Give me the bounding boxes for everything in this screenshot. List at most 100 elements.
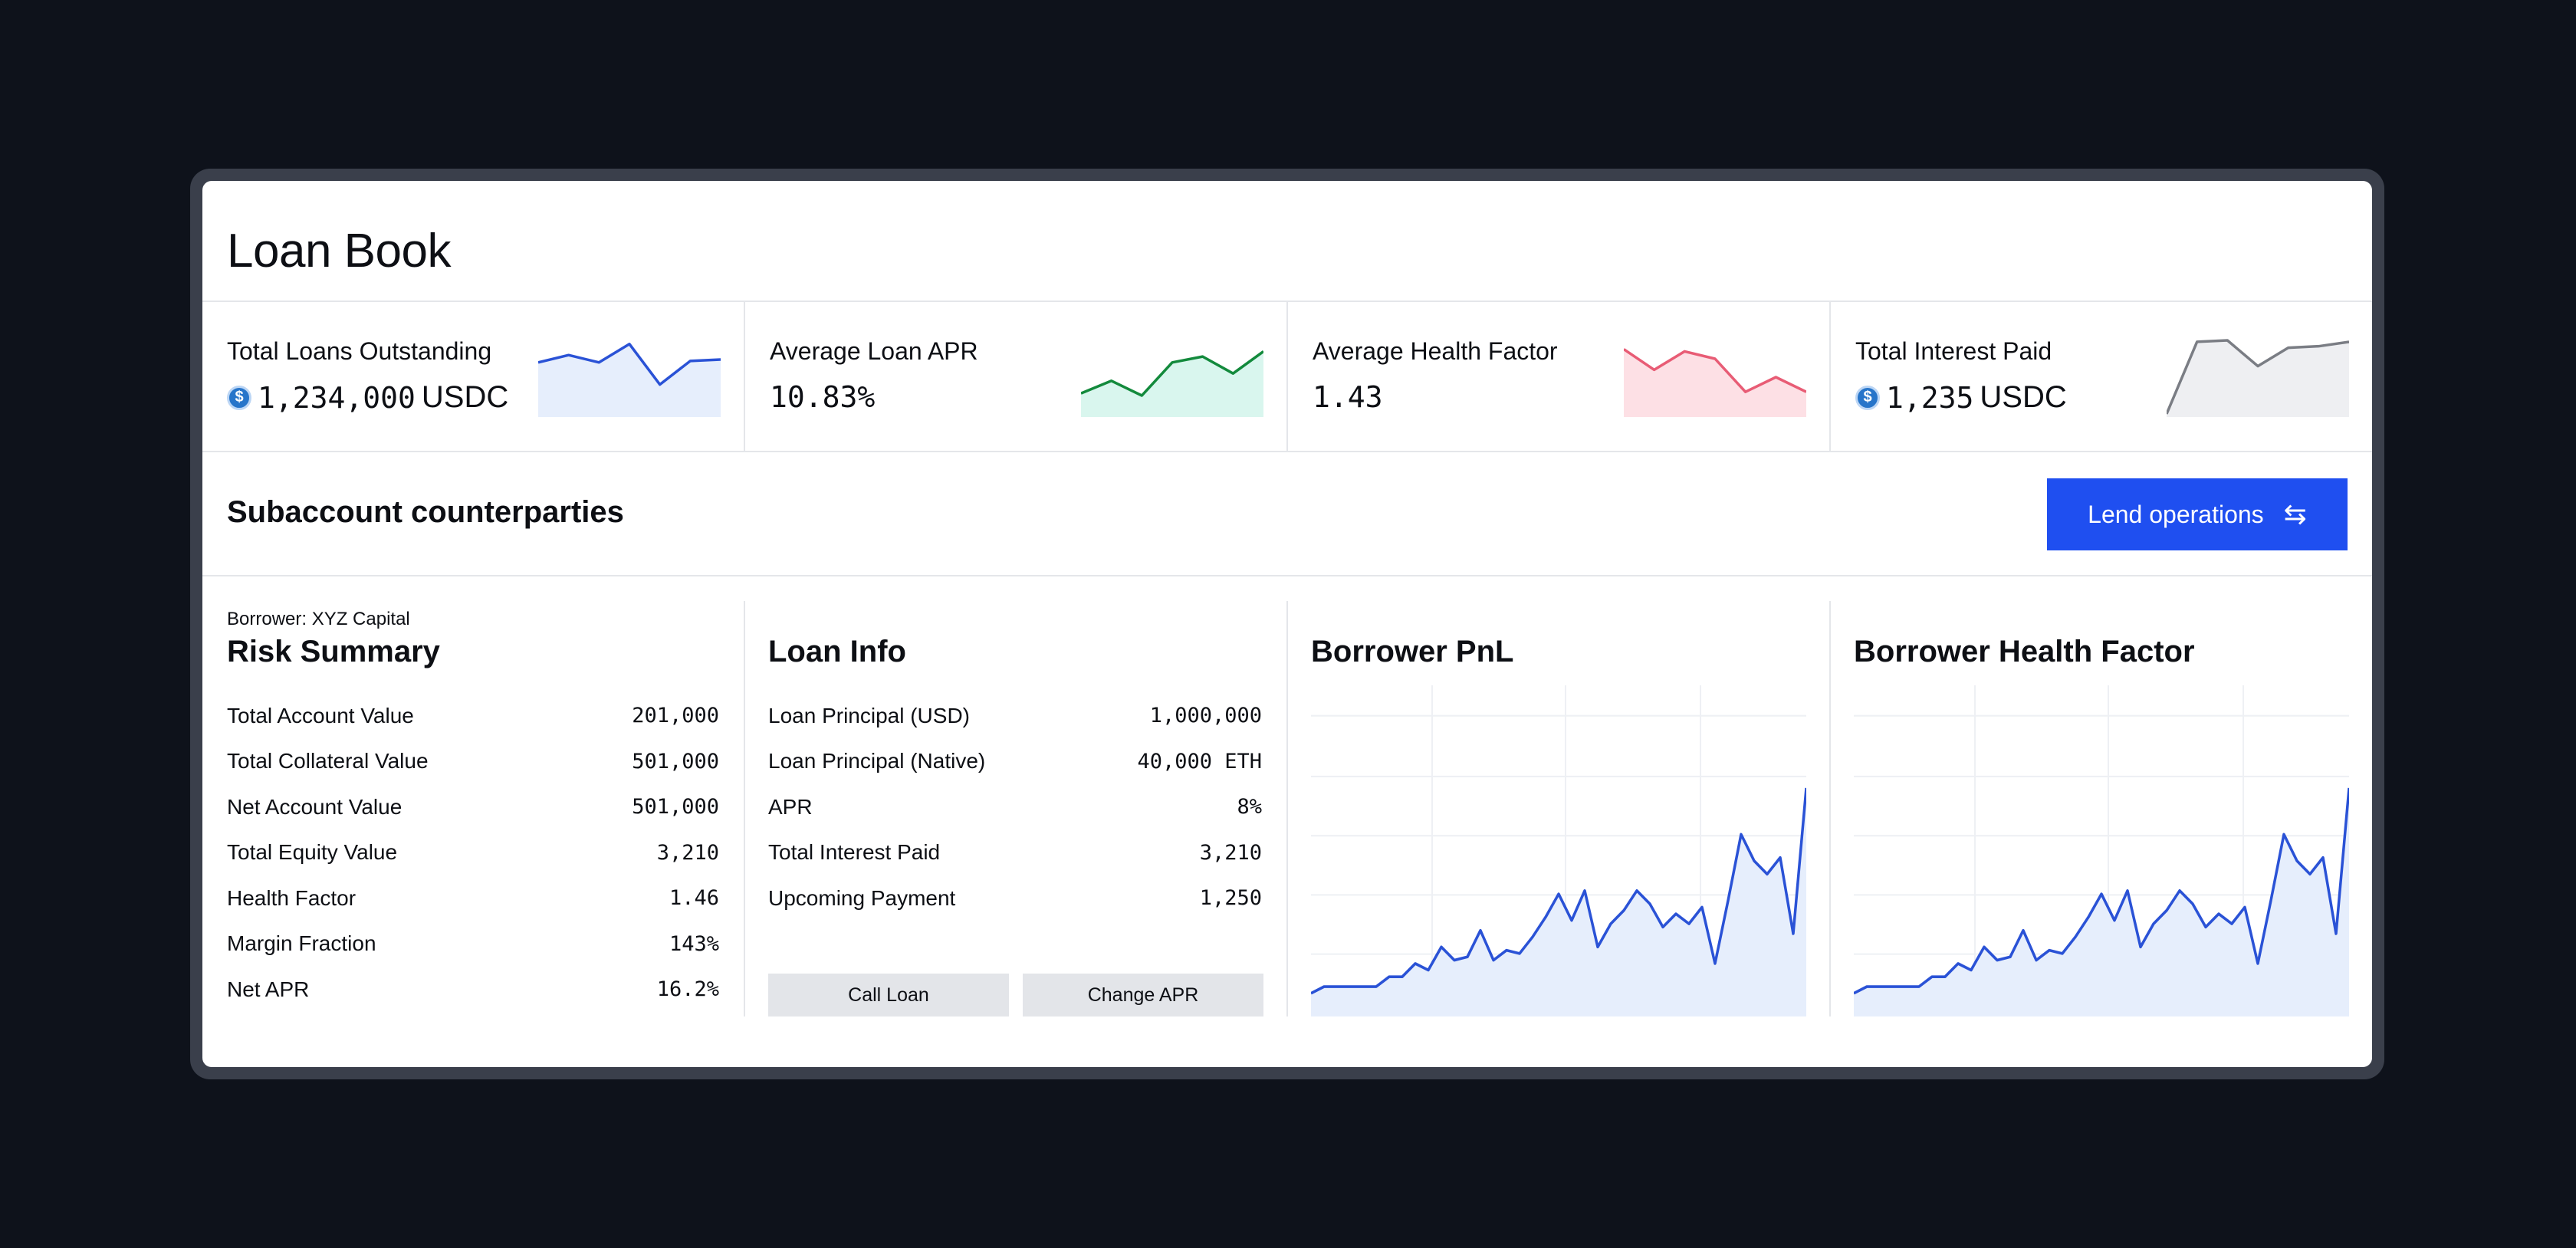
health-factor-area-chart [1854,685,2349,1016]
stat-label: Average Health Factor [1313,337,1558,365]
row-label: Loan Principal (USD) [768,703,970,727]
borrower-health-factor-panel: Borrower Health Factor [1831,601,2372,1016]
stat-number: 1,234,000 [258,380,416,415]
area-fill [1311,787,1806,1016]
stat-card: Total Interest Paid $ 1,235 USDC [1831,302,2372,452]
row-label: Total Collateral Value [227,749,429,773]
chart-title: Borrower PnL [1311,635,1514,668]
divider [202,451,2372,452]
usdc-coin-icon: $ [1855,385,1880,410]
loan-info-panel: Loan Info Loan Principal (USD) 1,000,000 L… [745,601,1288,1016]
divider [202,575,2372,576]
sparkline-area [538,343,721,417]
row-label: Health Factor [227,885,356,910]
loan-rows: Loan Principal (USD) 1,000,000 Loan Princi… [768,693,1262,921]
info-row: Upcoming Payment 1,250 [768,875,1262,921]
row-value: 8% [1237,795,1262,819]
section-title: Subaccount counterparties [227,495,624,529]
info-row: Health Factor 1.46 [227,875,719,921]
stat-card: Average Health Factor 1.43 [1288,302,1831,452]
row-value: 501,000 [632,749,719,773]
stat-label: Total Loans Outstanding [227,337,492,365]
stat-value: $ 1,234,000 USDC [227,380,508,415]
stats-row: Total Loans Outstanding $ 1,234,000 USDC… [202,302,2372,452]
borrower-health-factor-chart [1854,685,2349,1016]
sparkline-line [1624,348,1806,393]
swap-arrows-icon: ⇆ [2283,498,2307,530]
lend-operations-label: Lend operations [2088,500,2264,528]
info-row: Total Equity Value 3,210 [227,830,719,876]
stat-value: 10.83% [770,380,875,414]
sparkline-chart [1624,348,1806,417]
stat-unit: USDC [421,380,509,414]
row-label: Total Interest Paid [768,840,941,865]
stat-card: Average Loan APR 10.83% [745,302,1288,452]
sparkline-area [1624,349,1806,417]
row-label: Margin Fraction [227,931,376,956]
borrower-pnl-chart [1311,685,1806,1016]
stat-number: 1,235 [1886,380,1974,415]
row-value: 143% [669,931,719,956]
stat-value: 1.43 [1313,380,1383,414]
sparkline-chart [538,343,721,417]
change-apr-button[interactable]: Change APR [1023,974,1263,1016]
info-row: Total Interest Paid 3,210 [768,830,1262,876]
lend-operations-button[interactable]: Lend operations ⇆ [2047,478,2348,550]
info-row: Margin Fraction 143% [227,921,719,967]
row-label: Net Account Value [227,794,402,819]
stat-label: Average Loan APR [770,337,978,365]
stat-value: $ 1,235 USDC [1855,380,2067,415]
info-row: Loan Principal (USD) 1,000,000 [768,693,1262,739]
area-line [1854,787,2349,995]
borrower-pnl-panel: Borrower PnL [1288,601,1831,1016]
row-label: Total Account Value [227,703,414,727]
panel-title: Loan Info [768,635,906,668]
sparkline-area [2167,340,2349,417]
sparkline-area [1081,351,1263,417]
panel-title: Risk Summary [227,635,440,668]
usdc-coin-icon: $ [227,385,251,410]
chart-title: Borrower Health Factor [1854,635,2195,668]
call-loan-button[interactable]: Call Loan [768,974,1009,1016]
row-value: 1.46 [669,886,719,911]
risk-rows: Total Account Value 201,000 Total Collater… [227,693,719,1013]
row-value: 1,250 [1199,886,1262,911]
row-value: 40,000 ETH [1137,749,1262,773]
row-value: 201,000 [632,704,719,728]
row-value: 3,210 [656,840,719,865]
stat-unit: USDC [1980,380,2067,414]
row-label: Total Equity Value [227,840,398,865]
info-row: APR 8% [768,784,1262,830]
area-fill [1854,787,2349,1016]
info-row: Total Collateral Value 501,000 [227,739,719,785]
stat-card: Total Loans Outstanding $ 1,234,000 USDC [202,302,745,452]
divider [202,301,2372,302]
dashboard-frame: Loan Book Total Loans Outstanding $ 1,23… [190,169,2384,1079]
stat-number: 10.83% [770,380,876,414]
sparkline-line [538,343,721,386]
row-value: 1,000,000 [1149,704,1262,728]
info-row: Loan Principal (Native) 40,000 ETH [768,739,1262,785]
row-label: Loan Principal (Native) [768,749,986,773]
info-row: Net APR 16.2% [227,967,719,1013]
row-label: Net APR [227,977,310,1001]
sparkline-chart [1081,350,1263,417]
section-header: Subaccount counterparties Lend operation… [202,452,2372,576]
info-row: Net Account Value 501,000 [227,784,719,830]
page-title: Loan Book [227,225,451,278]
stat-number: 1.43 [1313,380,1383,414]
row-value: 501,000 [632,795,719,819]
row-value: 3,210 [1199,840,1262,865]
pnl-area-chart [1311,685,1806,1016]
sparkline-line [1081,350,1263,397]
stat-label: Total Interest Paid [1855,337,2052,365]
info-row: Total Account Value 201,000 [227,693,719,739]
row-label: APR [768,794,813,819]
area-line [1311,787,1806,995]
risk-summary-panel: Borrower: XYZ Capital Risk Summary Total… [202,601,745,1016]
sparkline-line [2167,339,2349,415]
sparkline-chart [2167,339,2349,417]
borrower-label: Borrower: XYZ Capital [227,609,410,629]
row-label: Upcoming Payment [768,885,956,910]
row-value: 16.2% [656,977,719,1002]
